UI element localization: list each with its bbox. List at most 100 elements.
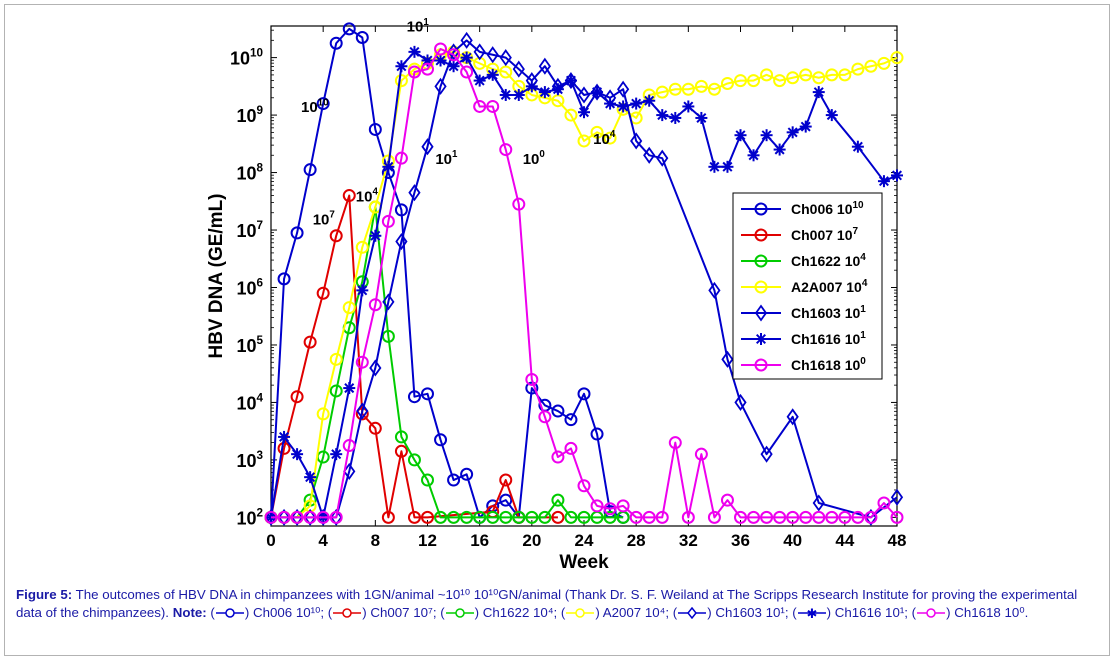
data-point — [394, 151, 408, 165]
data-point — [290, 226, 304, 240]
data-point — [707, 82, 721, 96]
data-point — [564, 74, 577, 87]
data-point — [369, 229, 382, 242]
legend-marker — [754, 280, 768, 294]
data-point — [512, 197, 526, 211]
y-tick-label: 103 — [236, 449, 263, 471]
data-point — [356, 402, 369, 420]
caption-legend-symbol — [215, 608, 244, 619]
data-point — [303, 335, 317, 349]
data-point — [330, 448, 343, 461]
data-point — [329, 384, 343, 398]
data-point — [486, 68, 499, 81]
data-point — [421, 62, 434, 76]
data-point — [303, 163, 317, 177]
legend-label: Ch007 107 — [791, 226, 858, 243]
caption-paren: ( — [788, 605, 797, 620]
data-point — [799, 510, 813, 524]
data-point — [877, 496, 891, 510]
data-point — [655, 85, 669, 99]
data-point — [421, 138, 434, 156]
data-point — [656, 109, 669, 122]
caption-paren: ( — [324, 605, 333, 620]
data-point — [460, 65, 474, 79]
data-point — [578, 106, 590, 119]
data-point — [538, 86, 551, 99]
data-point — [760, 445, 773, 463]
data-point — [342, 22, 356, 36]
series-ch1603 — [264, 31, 904, 526]
y-tick-label: 102 — [236, 506, 263, 528]
data-point — [604, 97, 617, 110]
data-point — [460, 31, 473, 49]
series-line — [270, 27, 624, 519]
data-point — [394, 203, 408, 217]
caption-legend-symbol: ✱ — [797, 607, 826, 619]
data-point — [394, 74, 408, 88]
y-tick-label: 1010 — [230, 47, 264, 69]
data-point — [394, 444, 408, 458]
data-point — [551, 450, 565, 464]
data-point — [342, 189, 356, 203]
data-point — [603, 131, 617, 145]
data-point — [277, 510, 291, 524]
data-point — [460, 467, 474, 481]
y-axis-label: HBV DNA (GE/mL) — [206, 193, 227, 358]
data-point — [447, 48, 461, 62]
data-point — [316, 510, 330, 524]
series-ch1616 — [265, 45, 903, 524]
x-tick-label: 0 — [266, 531, 275, 550]
data-point — [460, 510, 474, 524]
data-point — [538, 510, 552, 524]
data-point — [264, 510, 278, 524]
x-tick-label: 28 — [627, 531, 646, 550]
data-point — [891, 169, 903, 182]
data-point — [473, 43, 486, 61]
x-tick-label: 16 — [470, 531, 489, 550]
hbv-dna-chart: 0 4 8 12 16 20 24 28 32 36 40 44 4810210310410510610… — [206, 17, 906, 573]
data-point — [890, 510, 904, 524]
data-point — [407, 390, 421, 404]
data-point — [538, 57, 551, 75]
data-point — [368, 122, 382, 136]
data-point — [734, 510, 747, 524]
data-point — [329, 352, 343, 366]
legend-label: Ch006 1010 — [791, 200, 864, 217]
data-point — [512, 60, 525, 78]
data-point — [694, 79, 708, 93]
data-point — [786, 126, 799, 139]
data-point — [577, 86, 591, 104]
data-point — [720, 76, 734, 90]
x-tick-label: 20 — [522, 531, 541, 550]
data-point — [708, 160, 721, 173]
data-point — [564, 413, 578, 427]
legend-label: Ch1603 101 — [791, 304, 866, 321]
caption-paren: ( — [210, 605, 215, 620]
legend-marker — [754, 228, 768, 242]
data-point — [512, 88, 525, 101]
data-point — [342, 301, 356, 315]
x-tick-label: 40 — [783, 531, 802, 550]
data-point — [694, 447, 708, 461]
data-point — [617, 80, 630, 98]
data-point — [681, 82, 695, 96]
data-point — [434, 42, 448, 56]
legend-label: Ch1622 104 — [791, 252, 866, 269]
caption-legend-symbol — [678, 607, 707, 620]
data-point — [368, 421, 382, 435]
data-point — [773, 74, 787, 88]
x-tick-label: 44 — [835, 531, 854, 550]
data-point — [734, 74, 747, 88]
x-tick-label: 8 — [371, 531, 380, 550]
caption-legend-symbol — [566, 608, 595, 619]
caption-legend-symbol — [917, 608, 946, 619]
data-point — [577, 387, 591, 401]
caption-legend-symbol — [333, 608, 362, 619]
data-point — [356, 284, 369, 297]
data-point — [304, 471, 317, 484]
legend-marker — [754, 358, 768, 372]
data-point — [407, 65, 421, 79]
x-tick-label: 36 — [731, 531, 750, 550]
data-point — [394, 430, 408, 444]
data-point — [499, 493, 513, 507]
